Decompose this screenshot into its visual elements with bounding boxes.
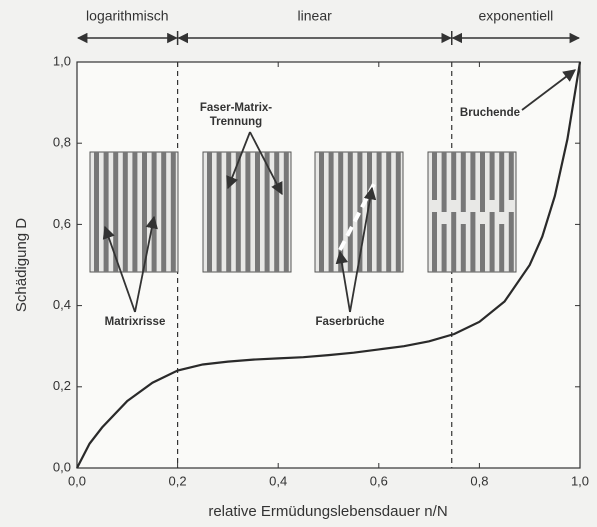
fiber xyxy=(217,152,222,272)
phase-label: exponentiell xyxy=(479,8,554,24)
fiber xyxy=(442,224,447,272)
x-tick-label: 0,2 xyxy=(169,473,187,488)
fiber xyxy=(509,152,514,200)
y-axis-label: Schädigung D xyxy=(13,218,30,312)
x-tick-label: 0,4 xyxy=(269,473,287,488)
x-tick-label: 0,8 xyxy=(470,473,488,488)
fiber xyxy=(377,152,382,272)
fiber xyxy=(171,152,176,272)
annotation: Bruchende xyxy=(460,107,520,119)
x-tick-label: 1,0 xyxy=(571,473,589,488)
fiber xyxy=(499,224,504,272)
fiber xyxy=(470,212,475,272)
fiber xyxy=(255,152,260,272)
fiber xyxy=(442,152,447,212)
fiber xyxy=(432,152,437,200)
fiber xyxy=(284,152,289,272)
x-axis-label: relative Ermüdungslebensdauer n/N xyxy=(208,503,447,520)
annotation: Trennung xyxy=(210,116,262,128)
fiber xyxy=(490,212,495,272)
phase-label: linear xyxy=(298,8,333,24)
fiber xyxy=(461,152,466,212)
fiber xyxy=(451,152,456,200)
fiber-schematic xyxy=(315,152,403,272)
phase-label: logarithmisch xyxy=(86,8,168,24)
fiber xyxy=(432,212,437,272)
fiber xyxy=(319,152,324,272)
fiber xyxy=(480,152,485,212)
fiber-schematic xyxy=(90,152,178,272)
y-tick-label: 0,0 xyxy=(53,459,71,474)
fiber xyxy=(245,152,250,272)
fiber xyxy=(104,152,109,272)
x-tick-label: 0,0 xyxy=(68,473,86,488)
fiber xyxy=(461,224,466,272)
annotation: Faserbrüche xyxy=(315,316,384,328)
fiber xyxy=(236,152,241,272)
x-tick-label: 0,6 xyxy=(370,473,388,488)
fiber xyxy=(329,152,334,272)
y-tick-label: 0,4 xyxy=(53,297,71,312)
fiber xyxy=(161,152,166,272)
chart: Schädigung D relative Ermüdungslebensdau… xyxy=(0,0,597,527)
fiber xyxy=(274,152,279,272)
fiber xyxy=(152,152,157,272)
fiber-schematic xyxy=(203,152,291,272)
fiber xyxy=(499,152,504,212)
fiber-schematic xyxy=(428,152,516,272)
fiber xyxy=(396,152,401,272)
y-tick-label: 0,8 xyxy=(53,135,71,150)
fiber xyxy=(94,152,99,272)
annotation: Matrixrisse xyxy=(105,316,166,328)
fiber xyxy=(490,152,495,200)
annotation: Faser-Matrix- xyxy=(200,102,272,114)
fiber xyxy=(470,152,475,200)
fiber xyxy=(348,152,353,272)
fiber xyxy=(451,212,456,272)
y-tick-label: 0,2 xyxy=(53,378,71,393)
y-tick-label: 0,6 xyxy=(53,216,71,231)
fiber xyxy=(123,152,128,272)
y-tick-label: 1,0 xyxy=(53,53,71,68)
fiber xyxy=(132,152,137,272)
fiber xyxy=(207,152,212,272)
fiber xyxy=(480,224,485,272)
fiber xyxy=(386,152,391,272)
fiber xyxy=(509,212,514,272)
fiber xyxy=(226,152,231,272)
